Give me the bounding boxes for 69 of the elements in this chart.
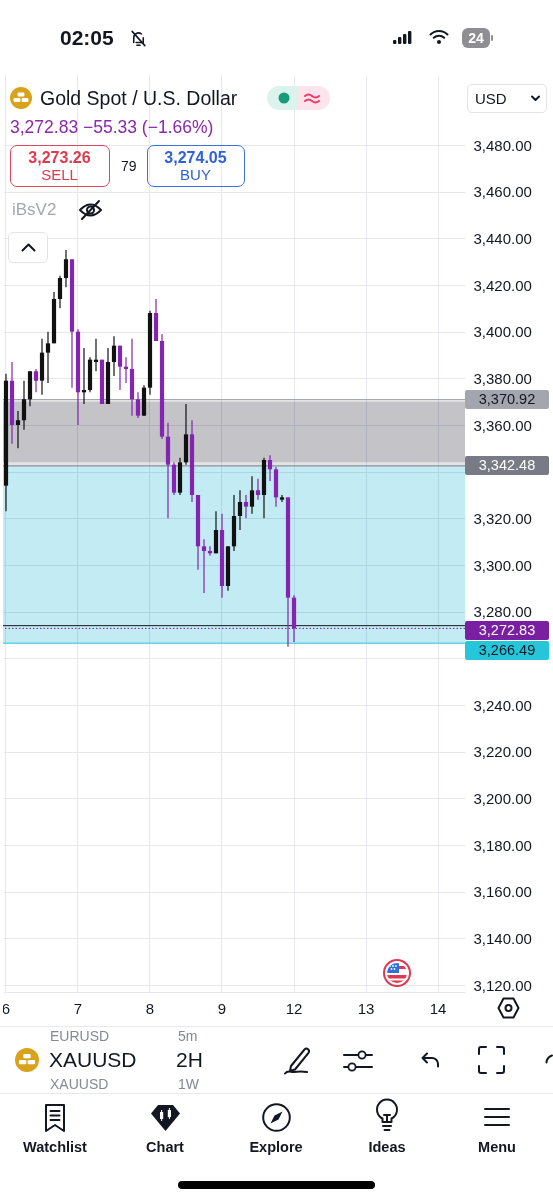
x-tick-label: 12 bbox=[285, 999, 303, 1017]
y-tick-label: 3,120.00 bbox=[473, 976, 532, 994]
text: XAUUSD bbox=[49, 1047, 137, 1073]
text: 2H bbox=[176, 1047, 203, 1073]
y-tick-label: 3,440.00 bbox=[473, 229, 532, 247]
text: 3,272.83 −55.33 (−1.66%) bbox=[10, 116, 214, 138]
text: Gold Spot / U.S. Dollar bbox=[40, 86, 238, 110]
x-tick-label: 14 bbox=[429, 999, 447, 1017]
candlestick bbox=[117, 345, 123, 391]
candlestick bbox=[201, 538, 207, 594]
x-tick-label: 13 bbox=[357, 999, 375, 1017]
candlestick bbox=[45, 331, 51, 384]
candlestick bbox=[135, 391, 141, 419]
y-tick-label: 3,400.00 bbox=[473, 323, 532, 341]
battery-icon: 24 bbox=[462, 28, 493, 48]
y-tick-label: 3,200.00 bbox=[473, 789, 532, 807]
candlestick bbox=[63, 249, 69, 288]
x-tick-label: 7 bbox=[73, 999, 83, 1017]
y-tick-label: 3,360.00 bbox=[473, 416, 532, 434]
y-tick-label: 3,480.00 bbox=[473, 136, 532, 154]
x-tick-label: 8 bbox=[145, 999, 155, 1017]
annotation: 3,274.05 bbox=[164, 149, 227, 168]
text: 5m bbox=[178, 1027, 198, 1045]
currency-dropdown: USD bbox=[467, 84, 547, 113]
ref-line-label: 3,342.48 bbox=[465, 456, 549, 476]
candlestick bbox=[213, 510, 219, 554]
y-tick-label: 3,180.00 bbox=[473, 836, 532, 854]
candlestick bbox=[279, 494, 285, 503]
ref-line-label: 3,272.83 bbox=[465, 621, 549, 641]
y-tick-label: 3,460.00 bbox=[473, 183, 532, 201]
candlestick bbox=[243, 494, 249, 519]
annotation: 79 bbox=[121, 157, 137, 175]
y-tick-label: 3,220.00 bbox=[473, 743, 532, 761]
candlestick bbox=[57, 275, 63, 309]
sell-button: 3,273.26 SELL bbox=[10, 145, 110, 187]
annotation: BUY bbox=[180, 166, 211, 184]
text: XAUUSD bbox=[50, 1075, 109, 1093]
buy-button: 3,274.05 BUY bbox=[147, 145, 245, 187]
annotation: 3,273.26 bbox=[28, 149, 91, 168]
y-tick-label: 3,280.00 bbox=[473, 603, 532, 621]
y-tick-label: 3,300.00 bbox=[473, 556, 532, 574]
candlestick bbox=[237, 489, 243, 531]
candlestick bbox=[21, 380, 27, 431]
y-tick-label: 3,240.00 bbox=[473, 696, 532, 714]
text: EURUSD bbox=[50, 1027, 110, 1045]
y-tick-label: 3,380.00 bbox=[473, 369, 532, 387]
candlestick bbox=[111, 335, 117, 377]
text: Chart bbox=[146, 1138, 184, 1156]
candlestick bbox=[15, 410, 21, 449]
text: Ideas bbox=[368, 1138, 406, 1156]
candlestick bbox=[267, 454, 273, 482]
candlestick bbox=[249, 475, 255, 515]
annotation: iBsV2 bbox=[12, 200, 57, 220]
y-tick-label: 3,420.00 bbox=[473, 276, 532, 294]
candlestick bbox=[255, 478, 261, 501]
x-tick-label: 9 bbox=[217, 999, 227, 1017]
annotation: SELL bbox=[41, 166, 78, 184]
y-tick-label: 3,160.00 bbox=[473, 883, 532, 901]
text: Menu bbox=[478, 1138, 516, 1156]
y-tick-label: 3,140.00 bbox=[473, 929, 532, 947]
x-tick-label: 6 bbox=[1, 999, 11, 1017]
ref-line-label: 3,266.49 bbox=[465, 641, 549, 661]
ref-line-label: 3,370.92 bbox=[465, 390, 549, 410]
y-tick-label: 3,320.00 bbox=[473, 509, 532, 527]
text: 02:05 bbox=[60, 25, 114, 51]
candlestick bbox=[33, 368, 39, 393]
text: Watchlist bbox=[23, 1138, 87, 1156]
text: Explore bbox=[249, 1138, 303, 1156]
text: 1W bbox=[178, 1075, 199, 1093]
